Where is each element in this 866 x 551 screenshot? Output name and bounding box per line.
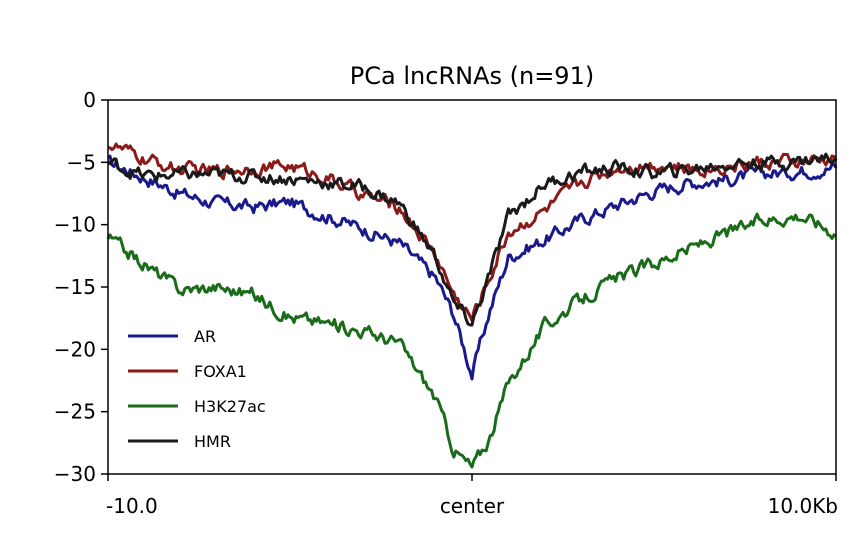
series-line-ar (106, 154, 838, 381)
x-tick-label: -10.0 (106, 494, 158, 518)
legend-label-hmr: HMR (194, 432, 231, 451)
y-tick-label: 0 (83, 88, 96, 112)
y-tick-label: −10 (54, 213, 96, 237)
y-tick-label: −5 (67, 150, 96, 174)
y-tick-label: −30 (54, 462, 96, 486)
x-tick-label: 10.0Kb (768, 494, 838, 518)
y-tick-label: −15 (54, 275, 96, 299)
x-tick-label: center (440, 494, 505, 518)
series-line-h3k27ac (106, 212, 838, 469)
legend-label-foxa1: FOXA1 (194, 362, 247, 381)
legend-label-h3k27ac: H3K27ac (194, 397, 266, 416)
legend: AR FOXA1 H3K27ac HMR (128, 327, 266, 451)
y-tick-label: −25 (54, 400, 96, 424)
y-tick-label: −20 (54, 337, 96, 361)
x-axis: -10.0 center 10.0Kb (106, 474, 838, 518)
chart-title: PCa lncRNAs (n=91) (350, 62, 594, 90)
series-group (106, 142, 838, 469)
legend-label-ar: AR (194, 327, 216, 346)
y-axis: 0 −5 −10 −15 −20 −25 −30 (54, 88, 108, 486)
series-line-hmr (106, 152, 837, 327)
